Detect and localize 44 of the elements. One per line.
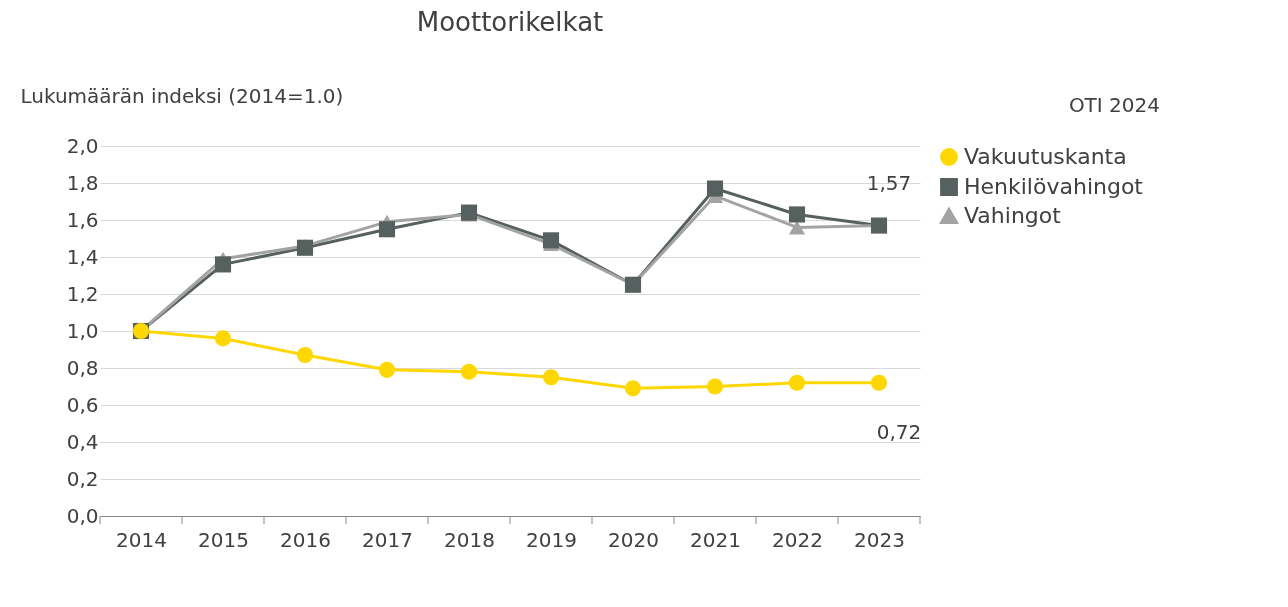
annotation: 0,72	[876, 419, 922, 444]
y-tick-label: 1,2	[66, 281, 99, 306]
y-tick-label: 0,6	[66, 392, 99, 417]
point	[870, 374, 888, 391]
y-tick-label: 1,6	[66, 207, 99, 232]
y-tick-label: 1,0	[66, 318, 99, 343]
legend-label: Henkilövahingot	[964, 174, 1144, 199]
y-tick-label: 1,4	[66, 244, 99, 269]
y-tick-label: 0,8	[66, 355, 99, 380]
x-tick-label: 2021	[690, 527, 741, 552]
point	[706, 180, 724, 197]
x-tick-label: 2017	[362, 527, 413, 552]
x-tick-label: 2014	[116, 527, 167, 552]
point	[706, 378, 724, 395]
point	[460, 363, 478, 380]
point	[542, 232, 560, 249]
point	[378, 361, 396, 378]
x-tick-label: 2022	[772, 527, 823, 552]
point	[296, 347, 314, 364]
x-tick-label: 2023	[854, 527, 905, 552]
point	[788, 220, 806, 235]
y-tick-label: 0,4	[66, 429, 99, 454]
y-tick-label: 0,2	[66, 466, 99, 491]
y-tick-label: 0,0	[66, 503, 99, 528]
x-tick-label: 2019	[526, 527, 577, 552]
legend-label: Vakuutuskanta	[964, 144, 1127, 169]
point	[624, 380, 642, 397]
legend-label: Vahingot	[964, 203, 1062, 228]
x-tick-label: 2015	[198, 527, 249, 552]
chart-title: Moottorikelkat	[416, 7, 604, 37]
point	[214, 330, 232, 347]
x-tick-label: 2018	[444, 527, 495, 552]
y-tick-label: 1,8	[66, 170, 99, 195]
point	[378, 221, 396, 238]
point	[788, 206, 806, 223]
point	[214, 256, 232, 273]
point	[542, 369, 560, 386]
x-tick-label: 2016	[280, 527, 331, 552]
annotation: 1,57	[866, 170, 912, 195]
x-tick-label: 2020	[608, 527, 659, 552]
y-axis-title: Lukumäärän indeksi (2014=1.0)	[20, 83, 344, 108]
text: OTI 2024	[1068, 93, 1160, 117]
point	[788, 374, 806, 391]
y-tick-label: 2,0	[66, 133, 99, 158]
